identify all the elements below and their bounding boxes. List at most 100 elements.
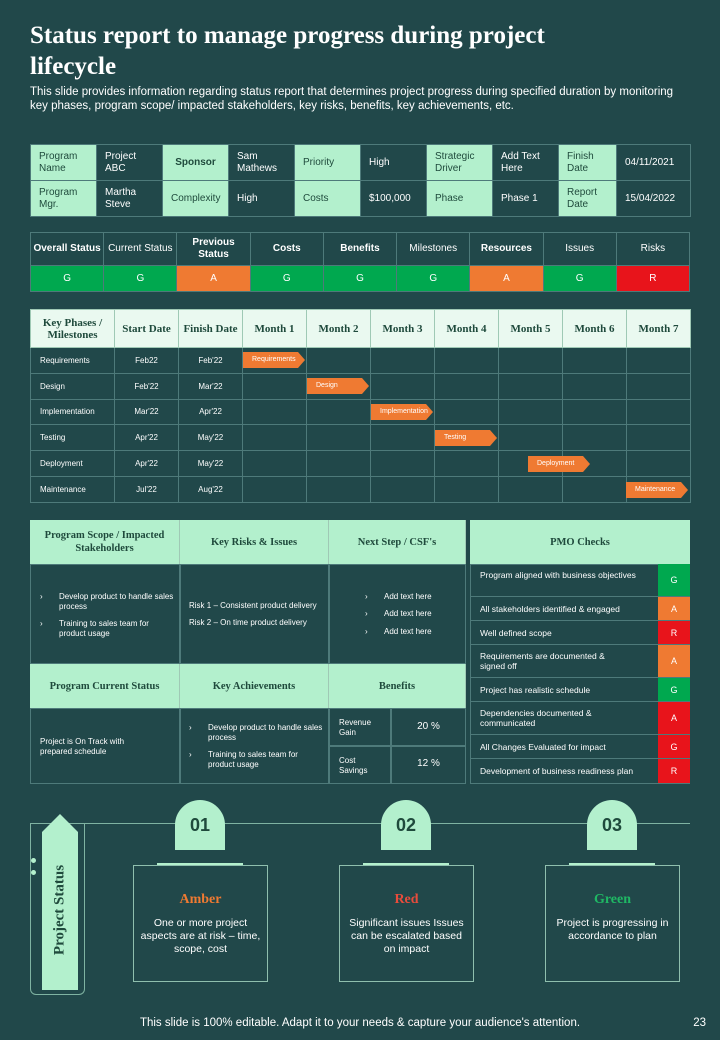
info-value: Project ABC: [96, 144, 163, 181]
list-item: › Training to sales team for product usag…: [40, 619, 149, 638]
pmo-row: Development of business readiness plan R: [470, 759, 690, 783]
benefit-label: Revenue Gain: [339, 718, 372, 737]
gantt-header: Month 4: [434, 309, 499, 348]
phase-name: Maintenance: [30, 475, 115, 503]
info-label: Report Date: [558, 180, 617, 217]
phase-finish: Apr'22: [178, 398, 243, 426]
list-item: › Add text here: [365, 592, 432, 601]
status-card-green: Green Project is progressing in accordan…: [545, 865, 680, 982]
dot-decoration: [31, 870, 36, 875]
dot-decoration: [31, 858, 36, 863]
status-badge: R: [615, 265, 691, 292]
next-step-cell: [329, 564, 466, 664]
phase-start: Apr'22: [114, 424, 179, 452]
gantt-header: Month 3: [370, 309, 435, 348]
phase-finish: May'22: [178, 424, 243, 452]
pmo-flag: R: [658, 759, 690, 783]
info-value: 15/04/2022: [616, 180, 691, 217]
pmo-check-text: Project has realistic schedule: [480, 685, 591, 695]
status-header: Risks: [615, 232, 691, 266]
card-accent: [157, 863, 243, 866]
pmo-check-text: Development of business readiness plan: [480, 766, 634, 776]
card-description: Significant issues Issues can be escalat…: [349, 917, 464, 955]
status-card-amber: Amber One or more project aspects are at…: [133, 865, 268, 982]
info-row: Program Mgr. Martha Steve Complexity Hig…: [30, 180, 691, 217]
info-label: Program Mgr.: [30, 180, 97, 217]
pmo-check-text: Well defined scope: [480, 628, 552, 638]
info-value: 04/11/2021: [616, 144, 691, 181]
card-title: Amber: [179, 892, 222, 907]
gantt-row: Implementation Mar'22 Apr'22: [30, 398, 691, 426]
phase-start: Jul'22: [114, 475, 179, 503]
card-accent: [569, 863, 655, 866]
list-item: › Develop product to handle sales process: [189, 723, 323, 742]
pmo-row: Well defined scope R: [470, 621, 690, 645]
list-item: › Add text here: [365, 609, 432, 618]
step-number-tab: 03: [587, 800, 637, 850]
phase-name: Design: [30, 372, 115, 400]
phase-name: Testing: [30, 424, 115, 452]
status-value-row: G G A G G G A G R: [29, 265, 691, 292]
info-row: Program Name Project ABC Sponsor Sam Mat…: [30, 144, 691, 181]
achievements-cell: [180, 708, 329, 784]
milestones-gantt-table: Key Phases / Milestones Start Date Finis…: [30, 309, 691, 503]
info-value: Martha Steve: [96, 180, 163, 217]
scope-cell: [30, 564, 180, 664]
pmo-flag: G: [658, 564, 690, 596]
phase-finish: Aug'22: [178, 475, 243, 503]
benefit-value: 20 %: [417, 721, 440, 732]
pmo-flag: A: [658, 645, 690, 677]
status-badge: A: [176, 265, 251, 292]
gantt-header: Month 5: [498, 309, 563, 348]
list-item: › Training to sales team for product usag…: [189, 750, 298, 769]
gantt-header: Start Date: [114, 309, 179, 348]
status-header: Milestones: [396, 232, 471, 266]
gantt-row: Deployment Apr'22 May'22: [30, 450, 691, 477]
benefit-label: Cost Savings: [339, 756, 368, 775]
pmo-header: PMO Checks: [470, 520, 690, 564]
page-number: 23: [693, 1017, 706, 1029]
gantt-row: Requirements Feb22 Feb'22: [30, 347, 691, 374]
gantt-header-row: Key Phases / Milestones Start Date Finis…: [30, 309, 691, 348]
status-badge: G: [103, 265, 178, 292]
card-title: Green: [593, 892, 632, 907]
list-item: › Develop product to handle sales process: [40, 592, 174, 611]
status-header: Overall Status: [29, 232, 105, 266]
status-header-row: Overall Status Current Status Previous S…: [29, 232, 691, 266]
pmo-flag: G: [658, 678, 690, 701]
page-subtitle: This slide provides information regardin…: [30, 86, 674, 112]
status-header: Current Status: [103, 232, 178, 266]
gantt-header: Finish Date: [178, 309, 243, 348]
gantt-row: Maintenance Jul'22 Aug'22: [30, 475, 691, 503]
info-value: Phase 1: [492, 180, 559, 217]
pmo-row: Program aligned with business objectives…: [470, 564, 690, 597]
pmo-row: Requirements are documented & signed off…: [470, 645, 690, 678]
info-label: Strategic Driver: [426, 144, 493, 181]
card-description: One or more project aspects are at risk …: [140, 917, 261, 955]
program-info-table: Program Name Project ABC Sponsor Sam Mat…: [30, 144, 691, 217]
pmo-row: Dependencies documented & communicated A: [470, 702, 690, 735]
status-header: Benefits: [322, 232, 398, 266]
gantt-bar: Design: [307, 378, 369, 394]
status-header: Resources: [469, 232, 544, 266]
benefit-value: 12 %: [417, 758, 440, 769]
info-label: Priority: [294, 144, 361, 181]
pmo-flag: R: [658, 621, 690, 644]
benefit-value-cell: [391, 746, 466, 784]
phase-finish: Mar'22: [178, 372, 243, 400]
pmo-flag: A: [658, 702, 690, 734]
card-accent: [363, 863, 449, 866]
phase-name: Deployment: [30, 450, 115, 477]
status-badge: G: [249, 265, 324, 292]
achievements-header: Key Achievements: [180, 664, 329, 708]
gantt-header: Month 2: [306, 309, 371, 348]
phase-finish: May'22: [178, 450, 243, 477]
benefits-header: Benefits: [329, 664, 466, 708]
status-header: Previous Status: [176, 232, 251, 266]
status-card-red: Red Significant issues Issues can be esc…: [339, 865, 474, 982]
phase-start: Feb22: [114, 347, 179, 374]
info-label: Finish Date: [558, 144, 617, 181]
project-status-label: Project Status: [51, 864, 68, 956]
phase-start: Feb'22: [114, 372, 179, 400]
divider: [30, 823, 690, 824]
